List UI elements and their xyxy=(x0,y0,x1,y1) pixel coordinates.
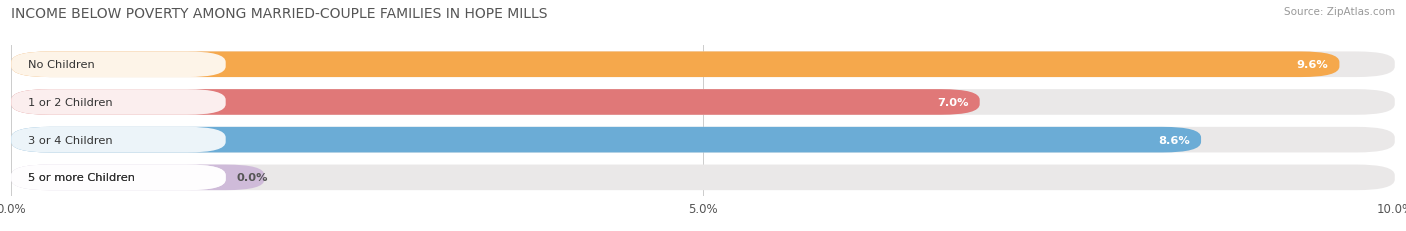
FancyBboxPatch shape xyxy=(11,52,1340,78)
Text: 5 or more Children: 5 or more Children xyxy=(28,173,135,182)
FancyBboxPatch shape xyxy=(11,90,226,115)
FancyBboxPatch shape xyxy=(11,165,226,190)
FancyBboxPatch shape xyxy=(11,127,226,153)
FancyBboxPatch shape xyxy=(11,90,980,115)
FancyBboxPatch shape xyxy=(11,52,226,78)
FancyBboxPatch shape xyxy=(11,52,1395,78)
FancyBboxPatch shape xyxy=(11,127,1395,153)
FancyBboxPatch shape xyxy=(11,165,1395,190)
Text: 9.6%: 9.6% xyxy=(1296,60,1329,70)
Text: 0.0%: 0.0% xyxy=(236,173,269,182)
Text: 5 or more Children: 5 or more Children xyxy=(28,173,135,182)
Text: 7.0%: 7.0% xyxy=(938,97,969,107)
Text: INCOME BELOW POVERTY AMONG MARRIED-COUPLE FAMILIES IN HOPE MILLS: INCOME BELOW POVERTY AMONG MARRIED-COUPL… xyxy=(11,7,548,21)
FancyBboxPatch shape xyxy=(11,165,226,190)
FancyBboxPatch shape xyxy=(11,127,1201,153)
FancyBboxPatch shape xyxy=(11,90,1395,115)
Text: 3 or 4 Children: 3 or 4 Children xyxy=(28,135,112,145)
Text: No Children: No Children xyxy=(28,60,94,70)
Text: Source: ZipAtlas.com: Source: ZipAtlas.com xyxy=(1284,7,1395,17)
Text: 1 or 2 Children: 1 or 2 Children xyxy=(28,97,112,107)
FancyBboxPatch shape xyxy=(11,165,264,190)
Text: 8.6%: 8.6% xyxy=(1159,135,1189,145)
